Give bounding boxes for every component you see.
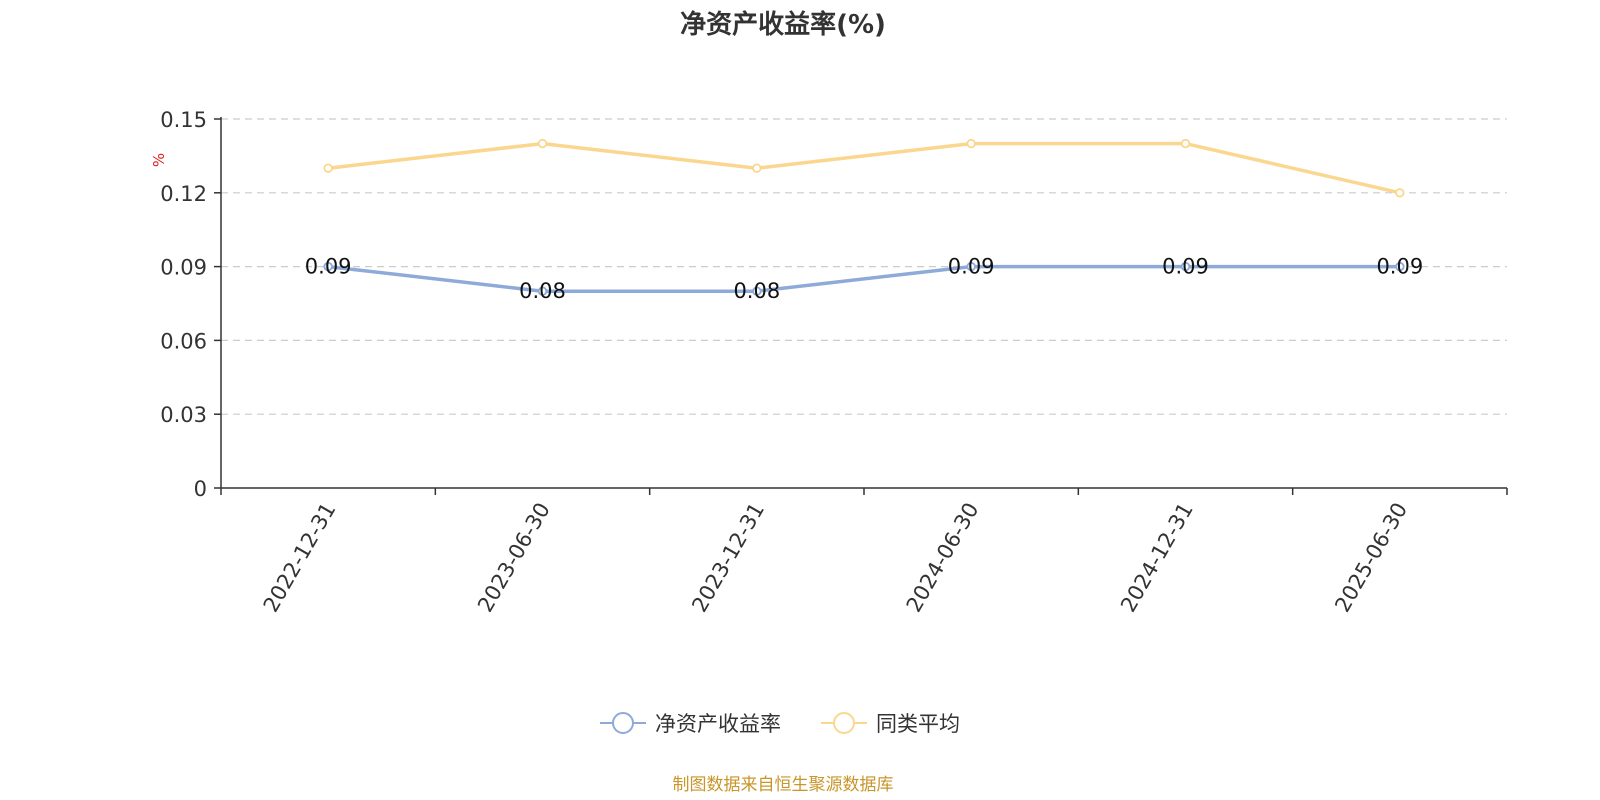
chart-title: 净资产收益率(%) (680, 9, 886, 40)
data-point[interactable] (537, 138, 548, 149)
y-tick-label: 0.06 (160, 329, 207, 353)
data-label: 0.09 (1162, 255, 1209, 279)
y-axis-unit-label: % (150, 153, 168, 167)
x-tick-label: 2023-06-30 (473, 499, 555, 617)
series-line-0 (327, 264, 1400, 293)
y-tick-label: 0.12 (160, 182, 207, 206)
data-label: 0.09 (1376, 255, 1423, 279)
x-tick-label: 2022-12-31 (259, 499, 341, 617)
data-point[interactable] (752, 163, 762, 173)
legend-marker-icon[interactable] (833, 712, 855, 734)
legend[interactable]: 净资产收益率 同类平均 (600, 712, 960, 736)
data-point[interactable] (323, 163, 333, 173)
data-point[interactable] (1180, 138, 1191, 149)
y-tick-label: 0.03 (160, 403, 207, 427)
data-point[interactable] (966, 261, 976, 272)
x-tick-label: 2024-12-31 (1116, 499, 1198, 617)
data-point[interactable] (1395, 188, 1405, 198)
data-point[interactable] (1180, 261, 1191, 272)
y-tick-label: 0.15 (160, 108, 207, 132)
data-point[interactable] (1395, 261, 1405, 272)
data-label: 0.08 (733, 279, 780, 303)
data-label: 0.09 (948, 255, 995, 279)
data-labels: 0.09 0.08 0.08 0.09 0.09 0.09 (305, 255, 1423, 304)
x-tick-label: 2023-12-31 (687, 499, 769, 617)
data-point[interactable] (752, 286, 762, 296)
data-point[interactable] (323, 261, 333, 272)
series-lines (323, 138, 1405, 296)
source-note: 制图数据来自恒生聚源数据库 (673, 775, 894, 795)
legend-marker-icon[interactable] (612, 712, 634, 734)
legend-label[interactable]: 净资产收益率 (655, 712, 781, 736)
x-tick-label: 2025-06-30 (1330, 499, 1412, 617)
data-point[interactable] (966, 138, 976, 149)
axes: 0 0.03 0.06 0.09 0.12 0.15 2022-12-31 2023-06-3… (160, 108, 1508, 617)
y-tick-label: 0.09 (160, 256, 207, 280)
legend-label[interactable]: 同类平均 (876, 712, 960, 736)
data-label: 0.08 (519, 279, 566, 303)
series-line-1 (327, 141, 1401, 195)
data-label: 0.09 (305, 255, 352, 279)
x-tick-label: 2024-06-30 (902, 499, 984, 617)
data-point[interactable] (537, 286, 548, 296)
y-tick-label: 0 (194, 477, 207, 501)
